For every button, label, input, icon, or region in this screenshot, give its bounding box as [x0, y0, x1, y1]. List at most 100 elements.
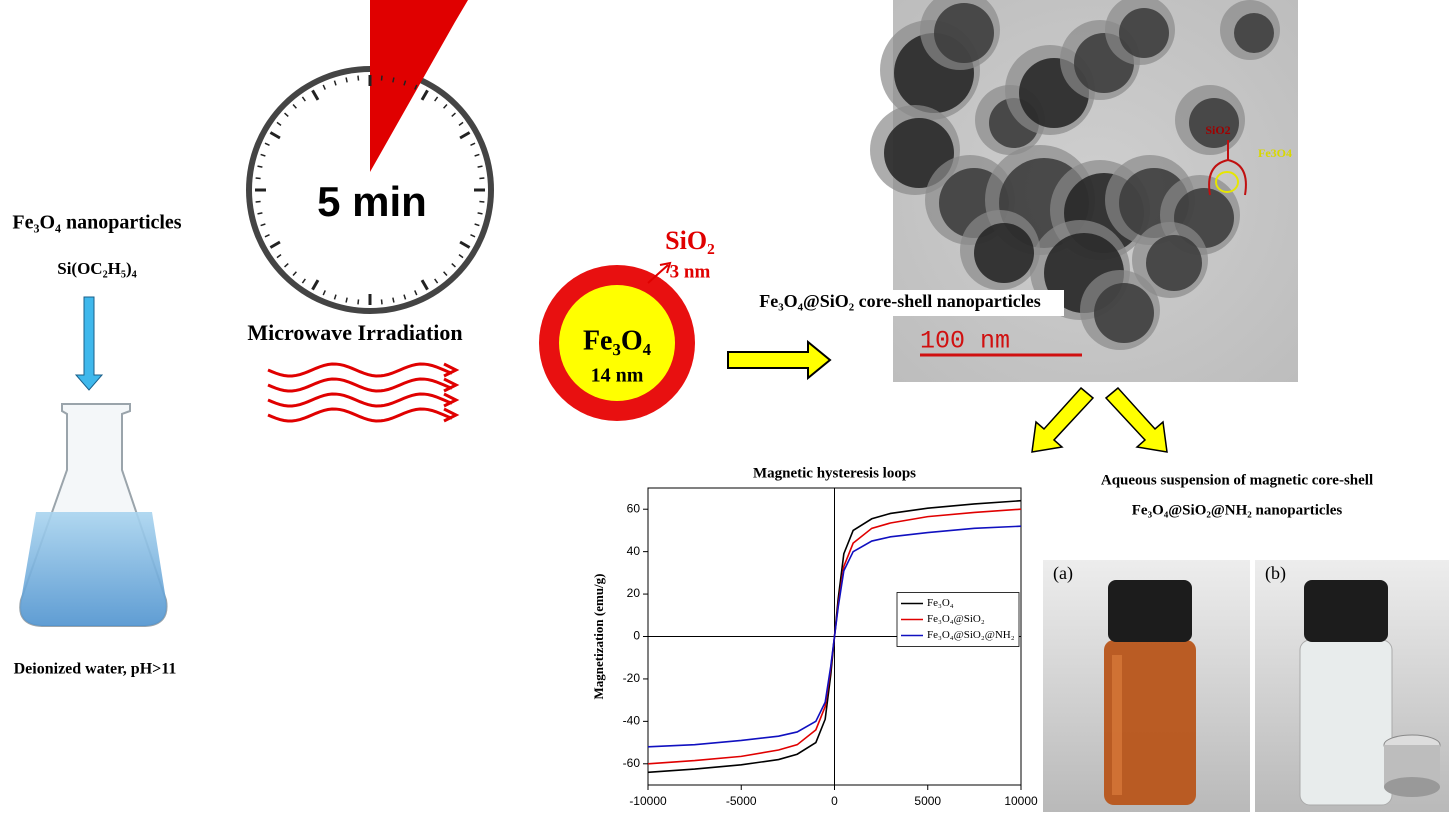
- photo-a: [1043, 560, 1250, 812]
- clock-tick: [434, 278, 439, 284]
- legend-label: Fe₃O₄: [927, 597, 954, 609]
- clock-tick: [311, 89, 320, 101]
- clock-tick: [458, 254, 464, 259]
- cluster: [1234, 13, 1274, 53]
- core-outline: [1215, 171, 1239, 193]
- y-tick-label: -60: [623, 756, 641, 770]
- legend-label: Fe₃O₄@SiO₂@NH₂: [927, 629, 1015, 641]
- hysteresis-chart: Magnetic hysteresis loops Magnetization (…: [591, 465, 1038, 808]
- wave: [267, 407, 453, 423]
- clock-tick: [443, 104, 448, 109]
- wave: [267, 362, 453, 378]
- clock-tick: [333, 80, 337, 86]
- cluster: [934, 3, 994, 63]
- y-tick-label: -40: [623, 714, 641, 728]
- clock-tick: [470, 142, 476, 146]
- chart-title: Magnetic hysteresis loops: [753, 465, 916, 481]
- clock-tick: [479, 177, 485, 180]
- clock-tick: [458, 121, 464, 126]
- wave-head: [443, 362, 460, 378]
- nanoparticle-clusters: [870, 0, 1280, 350]
- clock-tick: [292, 271, 297, 276]
- arrow-to-photos: [1104, 386, 1168, 453]
- clock-tick: [414, 84, 418, 90]
- y-tick-label: -20: [623, 671, 641, 685]
- tem-caption: Fe₃O₄@SiO₂ core-shell nanoparticles: [759, 291, 1041, 311]
- clock-tick: [479, 200, 485, 203]
- panel-label: (b): [1265, 563, 1286, 584]
- clock-tick: [443, 271, 448, 276]
- clock-tick: [434, 96, 439, 102]
- wave-head: [443, 392, 460, 408]
- x-tick-label: -10000: [629, 794, 667, 808]
- y-axis-label: Magnetization (emu/g): [591, 573, 606, 699]
- scale-label: 100 nm: [920, 327, 1010, 356]
- clock-tick: [470, 234, 476, 238]
- core: [559, 285, 675, 401]
- clock-tick: [451, 112, 456, 117]
- y-tick-label: 20: [627, 586, 641, 600]
- clock-tick: [477, 165, 483, 168]
- cluster: [1189, 98, 1239, 148]
- down-arrow: [74, 296, 104, 391]
- clock-tick: [257, 212, 263, 215]
- clock-tick: [322, 84, 326, 90]
- clock-tick: [451, 263, 456, 268]
- clock-tick: [276, 121, 282, 126]
- clock-tick: [403, 80, 407, 86]
- clock-tick: [284, 112, 289, 117]
- clock-tick: [420, 279, 429, 291]
- cluster: [1119, 8, 1169, 58]
- microwave-waves: [267, 362, 460, 423]
- y-tick-label: 40: [627, 544, 641, 558]
- reagent: Si(OC₂H₅)₄: [57, 259, 137, 278]
- wave-head: [443, 407, 460, 423]
- clock-tick: [276, 254, 282, 259]
- suspension-title: Fe₃O₄@SiO₂@NH₂ nanoparticles: [1132, 502, 1343, 518]
- x-tick-label: 5000: [914, 794, 941, 808]
- caption-bg: [738, 290, 1064, 316]
- core-label: Fe₃O₄: [583, 325, 652, 356]
- clock-tick: [357, 299, 360, 305]
- flask-caption: Deionized water, pH>11: [14, 661, 177, 678]
- clock-tick: [345, 77, 348, 83]
- clock-tick: [322, 290, 326, 296]
- cluster: [1146, 235, 1202, 291]
- clock-tick: [477, 212, 483, 215]
- cluster: [974, 223, 1034, 283]
- panel-label: (a): [1053, 563, 1073, 584]
- clock-tick: [284, 263, 289, 268]
- shell-label: SiO₂: [665, 226, 715, 255]
- clock-tick: [260, 153, 266, 157]
- clock-tick: [269, 240, 281, 249]
- clock-tick: [403, 294, 407, 300]
- clock-tick: [459, 131, 471, 140]
- x-tick-label: 10000: [1004, 794, 1038, 808]
- clock-tick: [301, 96, 306, 102]
- precursor-title: Fe₃O₄ nanoparticles: [12, 212, 181, 234]
- clock-tick: [260, 223, 266, 227]
- clock-tick: [380, 75, 383, 81]
- clock-tick: [311, 279, 320, 291]
- clock-tick: [459, 240, 471, 249]
- wave-head: [443, 377, 460, 393]
- clock-tick: [414, 290, 418, 296]
- right-arrow: [727, 339, 832, 381]
- y-tick-label: 0: [633, 629, 640, 643]
- clock-tick: [264, 234, 270, 238]
- flask: [19, 403, 168, 627]
- clock-tick: [474, 153, 480, 157]
- wave: [267, 392, 453, 408]
- x-tick-label: 0: [831, 794, 838, 808]
- clock-tick: [257, 165, 263, 168]
- clock-tick: [255, 200, 261, 203]
- clock-tick: [420, 89, 429, 101]
- clock-tick: [474, 223, 480, 227]
- clock-tick: [301, 278, 306, 284]
- arrow-to-chart: [1031, 386, 1095, 453]
- clock-tick: [333, 294, 337, 300]
- y-tick-label: 60: [627, 501, 641, 515]
- shell-arrow: [647, 261, 672, 284]
